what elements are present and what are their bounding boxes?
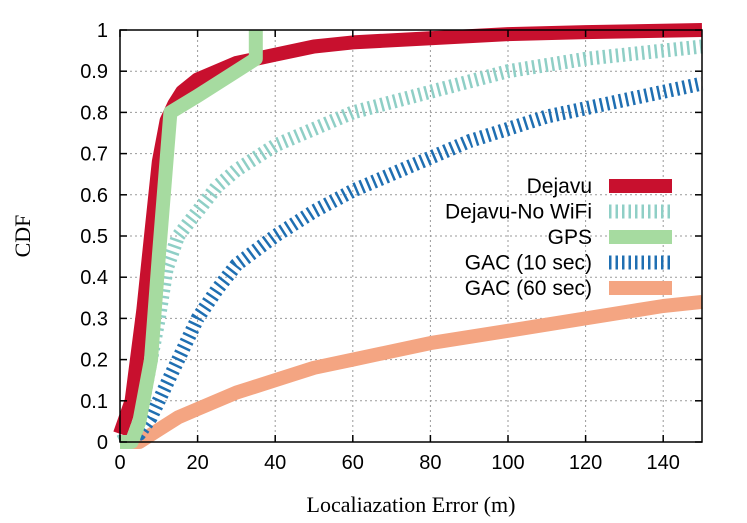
legend-label: GPS xyxy=(548,226,592,249)
y-tick-label: 0 xyxy=(97,432,108,454)
x-tick-label: 80 xyxy=(419,452,441,474)
y-tick-label: 0.9 xyxy=(80,61,108,83)
y-tick-label: 0.8 xyxy=(80,102,108,124)
y-tick-label: 1 xyxy=(97,20,108,42)
x-tick-label: 140 xyxy=(647,452,680,474)
y-tick-label: 0.4 xyxy=(80,267,108,289)
y-axis-title: CDF xyxy=(10,215,35,258)
series-line-gac-10-sec xyxy=(117,76,704,449)
y-tick-label: 0.7 xyxy=(80,144,108,166)
ticks: 0 20 40 60 80 100 120 140 0 0.1 0.2 0.3 0.4 0.5 0.6 0.7… xyxy=(80,20,702,474)
legend-label: Dejavu-No WiFi xyxy=(445,201,592,224)
y-tick-label: 0.5 xyxy=(80,226,108,248)
series-line-dejavu xyxy=(113,23,703,437)
x-tick-label: 120 xyxy=(569,452,602,474)
legend-label: GAC (60 sec) xyxy=(465,277,592,300)
legend-label: GAC (10 sec) xyxy=(465,252,592,275)
x-tick-label: 0 xyxy=(114,452,125,474)
x-tick-label: 60 xyxy=(342,452,364,474)
x-tick-label: 20 xyxy=(186,452,208,474)
y-tick-label: 0.2 xyxy=(80,350,108,372)
legend-label: Dejavu xyxy=(527,175,592,198)
x-tick-label: 100 xyxy=(491,452,524,474)
series-line-gps xyxy=(120,30,263,449)
x-tick-label: 40 xyxy=(264,452,286,474)
series-line-gac-60-sec xyxy=(120,294,703,449)
x-axis-title: Localiazation Error (m) xyxy=(307,492,516,517)
y-tick-label: 0.3 xyxy=(80,308,108,330)
y-tick-label: 0.6 xyxy=(80,185,108,207)
series-layer xyxy=(113,23,704,449)
y-tick-label: 0.1 xyxy=(80,391,108,413)
